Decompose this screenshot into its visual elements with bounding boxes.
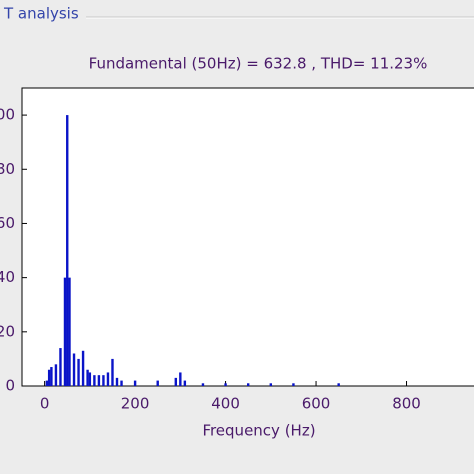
bar	[66, 115, 69, 386]
bar	[179, 372, 182, 386]
x-tick-label: 0	[40, 395, 50, 413]
x-tick-label: 600	[302, 395, 331, 413]
bar	[111, 358, 114, 386]
bar	[102, 375, 105, 386]
bar	[93, 375, 96, 386]
y-tick-label: 80	[0, 160, 15, 178]
y-tick-label: 20	[0, 322, 15, 340]
bar	[45, 380, 49, 386]
bar	[77, 358, 80, 386]
bar	[106, 372, 110, 386]
bar	[120, 380, 123, 386]
bar	[224, 383, 227, 386]
bar	[269, 383, 273, 386]
bar	[88, 372, 92, 386]
bar	[81, 350, 85, 386]
bar	[115, 377, 119, 386]
bar	[59, 348, 62, 386]
x-tick-label: 800	[392, 395, 421, 413]
bar	[292, 383, 295, 386]
bar	[156, 380, 159, 386]
bar	[133, 380, 137, 386]
y-tick-label: 0	[5, 377, 15, 395]
bar	[337, 383, 340, 386]
bar	[174, 377, 178, 386]
bar	[201, 383, 205, 386]
bar	[54, 364, 58, 386]
chart-title: Fundamental (50Hz) = 632.8 , THD= 11.23%	[89, 55, 428, 73]
bar	[246, 383, 250, 386]
bar	[86, 369, 89, 386]
panel-title: T analysis	[3, 5, 79, 23]
bar	[63, 277, 67, 386]
x-axis-label: Frequency (Hz)	[202, 422, 315, 440]
plot-area	[21, 87, 474, 387]
y-tick-label: 40	[0, 268, 15, 286]
bar	[72, 353, 76, 386]
bar	[183, 380, 187, 386]
bar	[68, 277, 71, 386]
bar	[97, 375, 101, 386]
x-tick-label: 200	[121, 395, 150, 413]
x-tick-label: 400	[211, 395, 240, 413]
bar	[47, 369, 51, 386]
y-tick-label: 60	[0, 214, 15, 232]
y-tick-label: 100	[0, 106, 15, 124]
bar	[50, 367, 53, 386]
